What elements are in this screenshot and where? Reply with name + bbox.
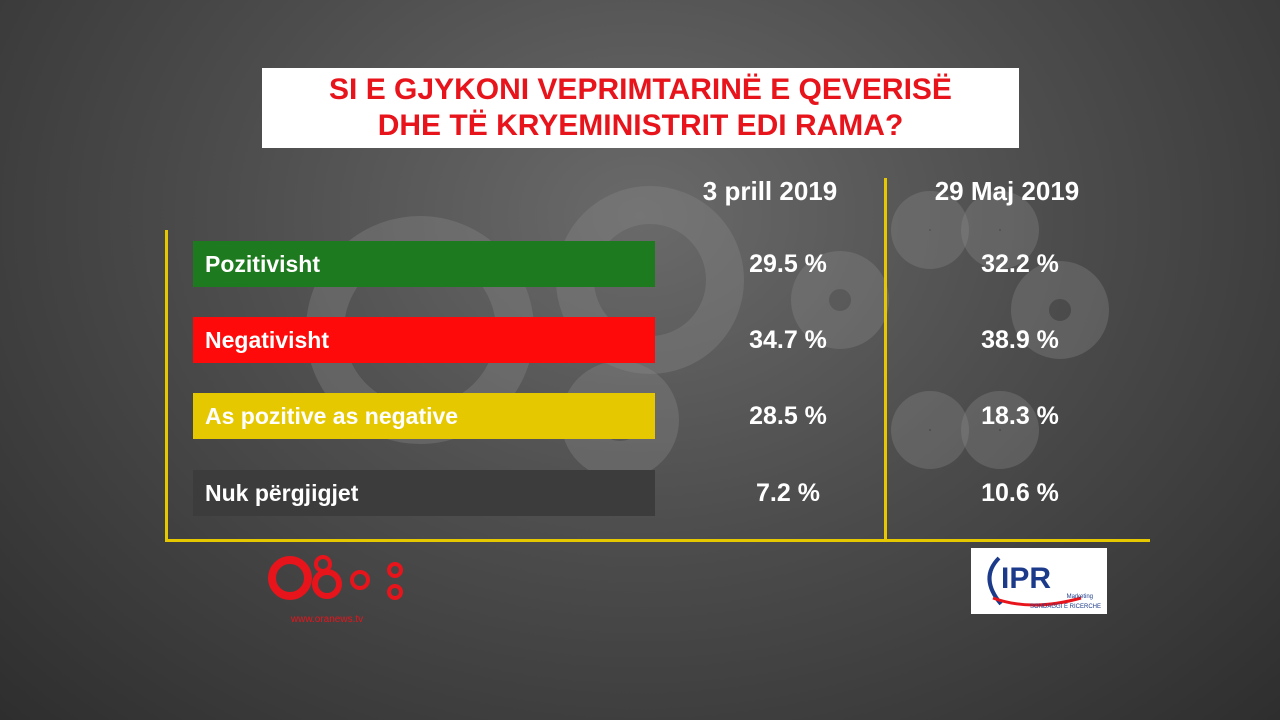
cell-value: 18.3 % bbox=[981, 402, 1059, 430]
column-header: 29 Maj 2019 bbox=[934, 176, 1080, 206]
cell-value: 7.2 % bbox=[756, 479, 820, 507]
row-label: Negativisht bbox=[193, 317, 655, 363]
oranews-logo: www.oranews.tv bbox=[268, 555, 403, 625]
cell-value: 29.5 % bbox=[749, 250, 827, 278]
logo-name: IPR bbox=[1001, 562, 1051, 595]
cell-value: 28.5 % bbox=[749, 402, 827, 430]
logo-line: SONDAGGI E RICERCHE bbox=[1030, 604, 1101, 610]
cell-value: 10.6 % bbox=[981, 479, 1059, 507]
title-line: DHE TË KRYEMINISTRIT EDI RAMA? bbox=[377, 109, 904, 142]
cell-value: 34.7 % bbox=[749, 326, 827, 354]
title-line: SI E GJYKONI VEPRIMTARINË E QEVERISË bbox=[329, 73, 952, 106]
divider bbox=[165, 539, 1150, 542]
divider bbox=[165, 230, 168, 542]
logo-line: Marketing bbox=[1067, 594, 1093, 600]
divider bbox=[884, 178, 887, 542]
logo-url: www.oranews.tv bbox=[290, 614, 363, 625]
cell-value: 38.9 % bbox=[981, 326, 1059, 354]
row-label: As pozitive as negative bbox=[193, 393, 655, 439]
title-box: SI E GJYKONI VEPRIMTARINË E QEVERISË DHE… bbox=[262, 68, 1019, 148]
ipr-logo: IPR Marketing SONDAGGI E RICERCHE bbox=[971, 548, 1107, 614]
cell-value: 32.2 % bbox=[981, 250, 1059, 278]
row-label: Nuk përgjigjet bbox=[193, 470, 655, 516]
column-header: 3 prill 2019 bbox=[702, 176, 838, 206]
row-label: Pozitivisht bbox=[193, 241, 655, 287]
